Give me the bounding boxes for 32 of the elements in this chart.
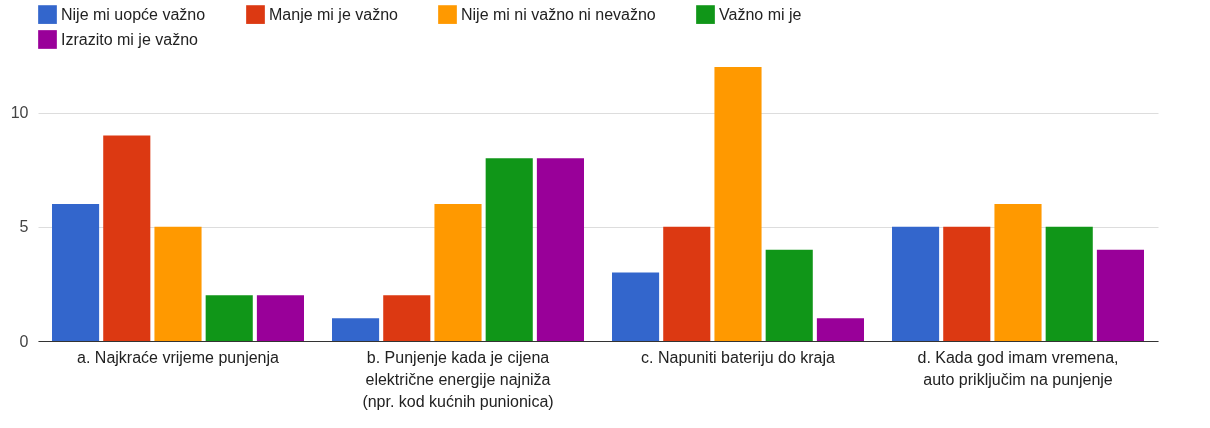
bar [536,158,584,341]
bar [1045,226,1093,341]
bar [52,204,100,341]
bar [256,295,304,341]
bar [1096,249,1144,341]
bar [943,226,991,341]
x-tick-label: a. Najkraće vrijeme punjenja [77,348,280,366]
x-tick-label: c. Napuniti bateriju do kraja [641,348,836,366]
bar [714,67,762,341]
bar [816,318,864,341]
x-tick-label: d. Kada god imam vremena, auto priključim na punjenje [917,348,1119,388]
bar [994,204,1042,341]
legend-label: Izrazito mi je važno [61,30,199,48]
bar [383,295,431,341]
legend-label: Nije mi uopće važno [61,5,206,23]
legend-label: Nije mi ni važno ni nevažno [461,5,656,23]
bar [332,318,380,341]
bar [205,295,253,341]
y-tick-label: 0 [19,332,29,350]
legend-label: Važno mi je [719,5,802,23]
y-tick-label: 10 [10,104,29,122]
bar [663,226,711,341]
bar [103,135,151,341]
x-tick-label: b. Punjenje kada je cijena električne energije najniža (npr. kod kućnih punionica) [362,348,554,410]
bar [612,272,660,341]
y-tick-label: 5 [19,218,29,236]
bar [154,226,202,341]
bar [892,226,940,341]
bar [765,249,813,341]
legend-label: Manje mi je važno [269,5,399,23]
bar [434,204,482,341]
bar [485,158,533,341]
